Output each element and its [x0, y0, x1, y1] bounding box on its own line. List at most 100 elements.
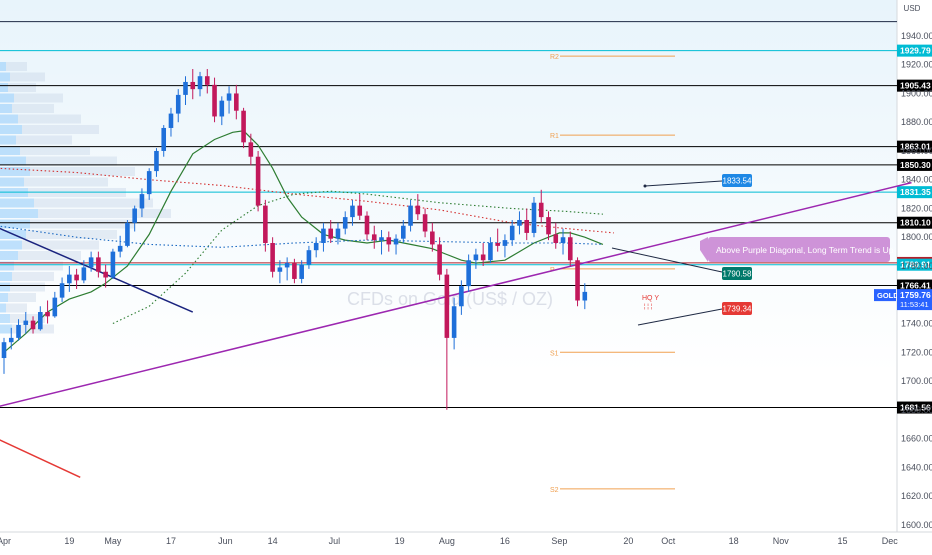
- level-tag-bg: [897, 279, 932, 292]
- volume-bar-value-area: [6, 62, 27, 71]
- volume-bar: [0, 303, 6, 313]
- candle-body: [88, 257, 94, 268]
- level-tag: 1810.10: [900, 218, 931, 228]
- candle-body: [183, 81, 188, 95]
- candle-body: [473, 254, 479, 261]
- candle-body: [459, 286, 464, 307]
- purple-diagonal-note-bg[interactable]: [708, 237, 890, 262]
- candle-body: [393, 238, 399, 245]
- callout-1739-bg[interactable]: [722, 302, 752, 315]
- candle-body: [226, 93, 232, 101]
- candle-body: [444, 274, 450, 338]
- candle-body: [168, 113, 174, 128]
- purple-diagonal-line[interactable]: [0, 181, 912, 407]
- green-dotted-line: [112, 190, 603, 324]
- time-tick-label: 19: [395, 536, 405, 546]
- candle-body: [502, 240, 508, 246]
- volume-bar: [0, 177, 24, 187]
- plot-background: [0, 0, 897, 532]
- candle-body: [350, 205, 355, 218]
- time-tick-label: 18: [729, 536, 739, 546]
- candle-body: [575, 260, 580, 301]
- time-tick-label: Aug: [439, 536, 455, 546]
- level-tag-bg: [897, 401, 932, 414]
- time-tick-label: Dec: [882, 536, 899, 546]
- candle-body: [386, 237, 392, 245]
- time-tick-label: Sep: [551, 536, 567, 546]
- candle-body: [204, 76, 210, 85]
- price-tick-label: 1720.00: [901, 347, 932, 357]
- candle-body: [241, 110, 246, 143]
- volume-bar: [0, 324, 12, 334]
- current-price-tag-bg: [897, 289, 932, 311]
- pivot-label: R1: [550, 133, 559, 140]
- bar-countdown: 11:53:41: [900, 300, 929, 309]
- candle-body: [517, 219, 522, 226]
- price-axis-background: [897, 0, 932, 550]
- callout-1739-text: 1739.34: [723, 305, 752, 314]
- currency-label: USD: [904, 4, 921, 13]
- volume-bar: [0, 167, 30, 176]
- level-tag: 1905.43: [900, 81, 931, 91]
- volume-bar-value-area: [26, 156, 117, 166]
- candle-body: [45, 312, 50, 317]
- volume-bar: [0, 156, 26, 166]
- level-tag-bg: [897, 140, 932, 153]
- volume-bar-value-area: [6, 303, 27, 313]
- candle-body: [255, 156, 261, 206]
- level-tag-bg: [897, 186, 932, 199]
- current-price-value: 1759.76: [900, 290, 931, 300]
- time-axis[interactable]: Apr 19 May 17 Jun 14 Jul 19 Aug 16 Sep 20 Oct 18 Nov 15…: [0, 536, 898, 546]
- volume-bar-value-area: [38, 209, 171, 218]
- level-tag: 1766.41: [900, 281, 931, 291]
- candle-body: [560, 237, 566, 243]
- callout-1790-bg[interactable]: [722, 267, 752, 280]
- time-tick-label: 15: [838, 536, 848, 546]
- volume-bar-value-area: [24, 177, 108, 187]
- volume-bar: [0, 282, 10, 292]
- candle-body: [219, 100, 225, 117]
- callout-1790-text: 1790.58: [723, 270, 752, 279]
- volume-bar: [0, 219, 30, 229]
- candle-body: [437, 244, 442, 275]
- volume-bar-value-area: [20, 146, 90, 155]
- volume-bar-value-area: [30, 167, 135, 176]
- candle-body: [125, 222, 130, 246]
- volume-bar-value-area: [30, 219, 135, 229]
- candle-body: [132, 208, 137, 223]
- price-tick-label: 1800.00: [901, 232, 932, 242]
- price-tick-label: 1860.00: [901, 146, 932, 156]
- candle-body: [23, 320, 29, 325]
- red-downtrend-line[interactable]: [0, 439, 81, 479]
- candle-body: [103, 271, 108, 278]
- candle-body: [582, 291, 588, 301]
- volume-bar-value-area: [16, 135, 72, 145]
- candle-body: [466, 260, 471, 287]
- volume-bar-value-area: [10, 282, 45, 292]
- price-tick-label: 1900.00: [901, 88, 932, 98]
- price-tick-label: 1780.00: [901, 261, 932, 271]
- candle-body: [52, 297, 58, 317]
- candle-body: [146, 171, 152, 195]
- horizontal-levels: 1929.79 1905.43 1863.01 1850.30 1831.35 1810.…: [0, 21, 932, 414]
- volume-bar: [0, 72, 10, 82]
- time-tick-label: Nov: [773, 536, 790, 546]
- candle-body: [277, 267, 283, 272]
- candle-body: [538, 202, 544, 218]
- candle-body: [8, 337, 14, 343]
- time-tick-label: Jun: [218, 536, 233, 546]
- callout-1833-bg[interactable]: [722, 174, 752, 187]
- price-axis[interactable]: 1600.00 1620.00 1640.00 1660.00 1680.00 1700.…: [874, 31, 932, 530]
- volume-bar: [0, 104, 12, 113]
- blue-downtrend-line[interactable]: [0, 227, 194, 313]
- level-tag-bg: [897, 158, 932, 171]
- callout-pointer: [644, 180, 723, 187]
- price-tick-label: 1700.00: [901, 376, 932, 386]
- volume-bar: [0, 198, 34, 208]
- level-tag: 1929.79: [900, 46, 931, 56]
- candle-body: [30, 320, 36, 330]
- candle-body: [270, 242, 275, 272]
- candle-body: [139, 194, 145, 209]
- volume-bar-value-area: [8, 293, 36, 302]
